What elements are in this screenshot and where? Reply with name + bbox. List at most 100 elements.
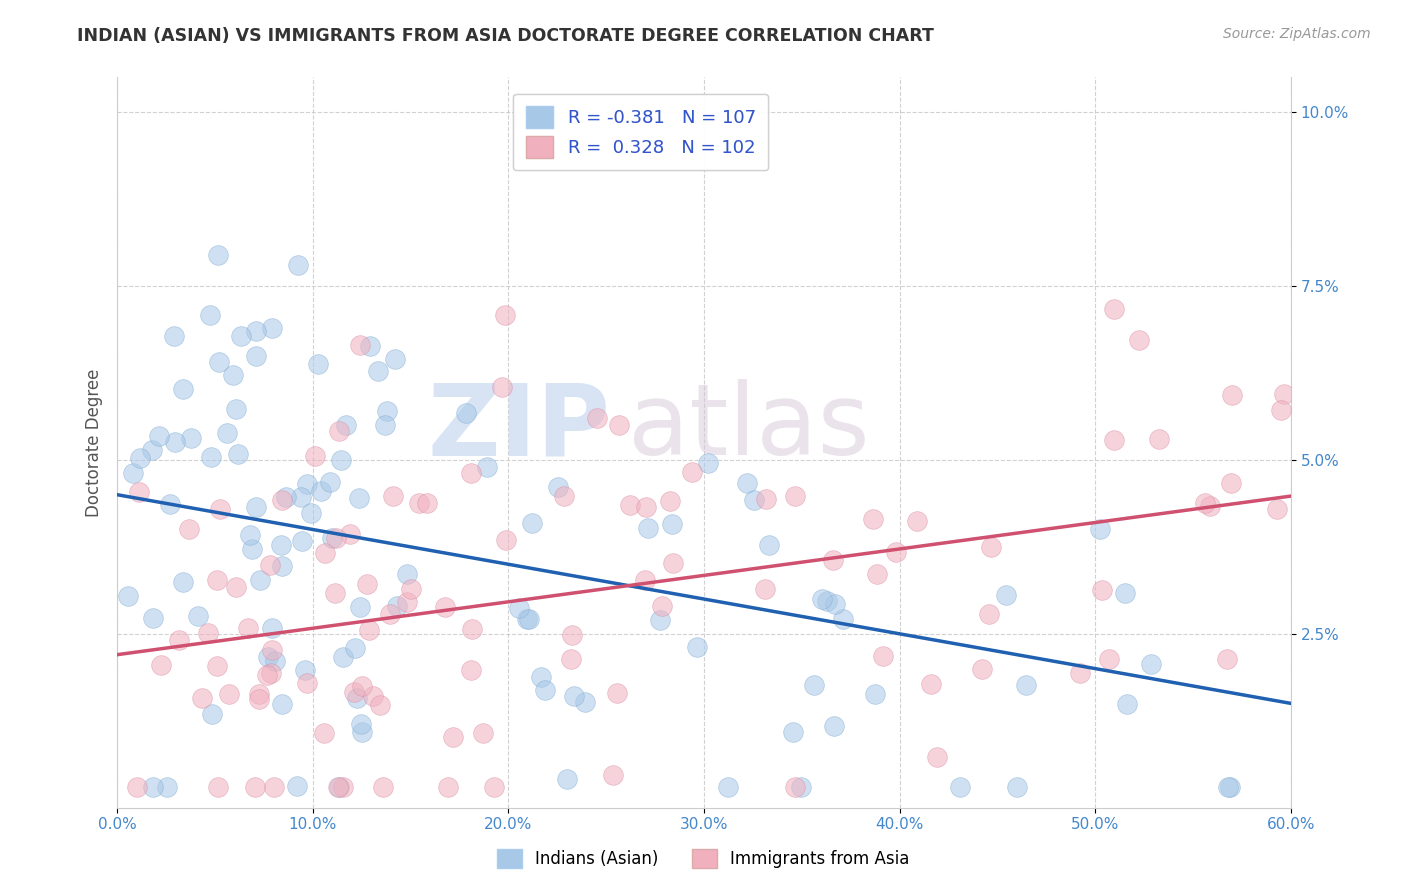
Point	[172, 574, 194, 589]
Point	[129, 450, 152, 465]
Point	[375, 404, 398, 418]
Point	[454, 406, 477, 420]
Point	[754, 582, 776, 597]
Point	[207, 780, 229, 794]
Point	[323, 586, 346, 600]
Point	[1219, 780, 1241, 794]
Point	[314, 546, 336, 560]
Point	[803, 678, 825, 692]
Point	[249, 574, 271, 588]
Point	[311, 483, 333, 498]
Point	[256, 667, 278, 681]
Point	[790, 780, 813, 794]
Point	[1005, 780, 1028, 794]
Point	[378, 607, 401, 621]
Point	[156, 780, 179, 794]
Point	[295, 476, 318, 491]
Point	[304, 449, 326, 463]
Point	[696, 456, 718, 470]
Point	[1272, 387, 1295, 401]
Point	[294, 663, 316, 677]
Point	[259, 665, 281, 680]
Point	[287, 258, 309, 272]
Point	[634, 573, 657, 587]
Point	[399, 582, 422, 596]
Point	[1069, 666, 1091, 681]
Point	[472, 725, 495, 739]
Point	[226, 448, 249, 462]
Point	[287, 779, 309, 793]
Point	[995, 588, 1018, 602]
Point	[1270, 402, 1292, 417]
Point	[350, 725, 373, 739]
Point	[396, 595, 419, 609]
Point	[436, 780, 458, 794]
Point	[243, 780, 266, 794]
Point	[547, 479, 569, 493]
Point	[1091, 583, 1114, 598]
Point	[782, 725, 804, 739]
Text: INDIAN (ASIAN) VS IMMIGRANTS FROM ASIA DOCTORATE DEGREE CORRELATION CHART: INDIAN (ASIAN) VS IMMIGRANTS FROM ASIA D…	[77, 27, 934, 45]
Point	[516, 612, 538, 626]
Point	[225, 580, 247, 594]
Point	[367, 364, 389, 378]
Point	[356, 577, 378, 591]
Point	[862, 512, 884, 526]
Point	[396, 566, 419, 581]
Point	[141, 443, 163, 458]
Point	[920, 677, 942, 691]
Point	[1220, 388, 1243, 402]
Point	[201, 706, 224, 721]
Point	[387, 599, 409, 614]
Point	[742, 493, 765, 508]
Point	[785, 780, 807, 794]
Point	[755, 491, 778, 506]
Point	[291, 534, 314, 549]
Point	[1199, 499, 1222, 513]
Point	[245, 324, 267, 338]
Point	[1116, 698, 1139, 712]
Point	[416, 496, 439, 510]
Point	[231, 328, 253, 343]
Point	[215, 426, 238, 441]
Point	[247, 691, 270, 706]
Point	[205, 659, 228, 673]
Point	[127, 780, 149, 794]
Point	[1088, 522, 1111, 536]
Point	[662, 556, 685, 570]
Text: ZIP: ZIP	[427, 379, 610, 476]
Text: Source: ZipAtlas.com: Source: ZipAtlas.com	[1223, 27, 1371, 41]
Point	[142, 780, 165, 794]
Point	[831, 612, 853, 626]
Point	[619, 498, 641, 512]
Point	[190, 691, 212, 706]
Point	[815, 594, 838, 608]
Point	[637, 521, 659, 535]
Point	[1098, 652, 1121, 666]
Point	[602, 767, 624, 781]
Point	[872, 649, 894, 664]
Point	[553, 489, 575, 503]
Point	[811, 592, 834, 607]
Point	[1104, 301, 1126, 316]
Point	[271, 493, 294, 508]
Point	[343, 685, 366, 699]
Point	[299, 506, 322, 520]
Point	[368, 698, 391, 712]
Point	[236, 621, 259, 635]
Point	[209, 502, 232, 516]
Point	[1014, 678, 1036, 692]
Point	[972, 662, 994, 676]
Point	[245, 350, 267, 364]
Point	[163, 435, 186, 450]
Point	[346, 690, 368, 705]
Point	[925, 750, 948, 764]
Point	[374, 418, 396, 433]
Point	[271, 559, 294, 574]
Point	[1216, 652, 1239, 666]
Point	[274, 490, 297, 504]
Point	[460, 466, 482, 480]
Point	[180, 431, 202, 445]
Point	[821, 553, 844, 567]
Point	[128, 485, 150, 500]
